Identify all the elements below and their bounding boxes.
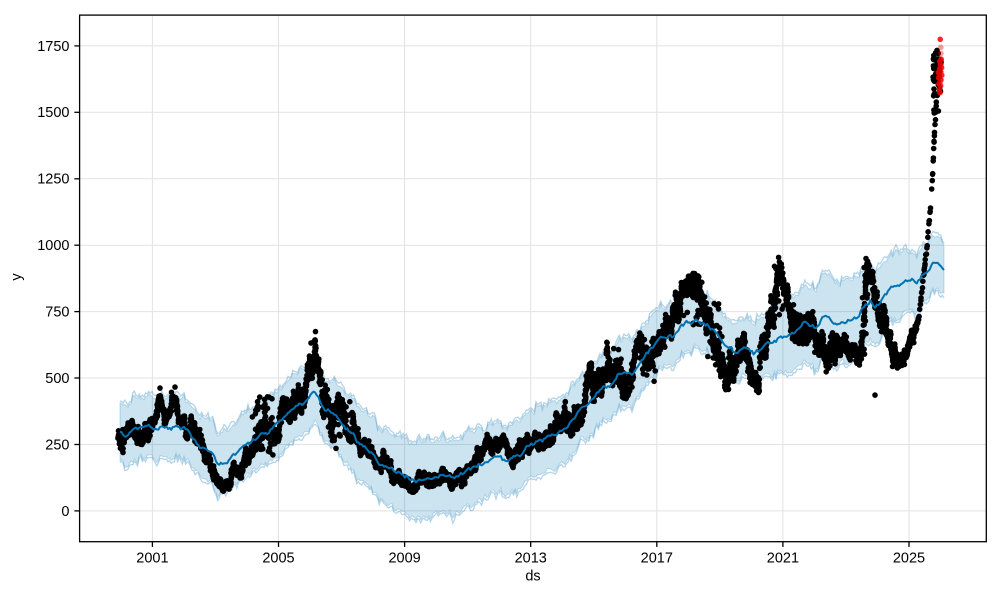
svg-text:500: 500 — [45, 371, 69, 387]
svg-text:250: 250 — [45, 437, 69, 453]
svg-text:2001: 2001 — [136, 551, 168, 567]
svg-text:2021: 2021 — [767, 551, 799, 567]
svg-text:750: 750 — [45, 305, 69, 321]
svg-text:ds: ds — [525, 569, 540, 585]
svg-text:1500: 1500 — [37, 105, 69, 121]
svg-text:0: 0 — [61, 504, 69, 520]
svg-text:2017: 2017 — [641, 551, 673, 567]
svg-text:2009: 2009 — [388, 551, 420, 567]
svg-text:2005: 2005 — [262, 551, 294, 567]
svg-text:2025: 2025 — [893, 551, 925, 567]
svg-text:2013: 2013 — [515, 551, 547, 567]
svg-text:1250: 1250 — [37, 172, 69, 188]
svg-text:1000: 1000 — [37, 238, 69, 254]
svg-text:y: y — [9, 273, 25, 281]
svg-text:1750: 1750 — [37, 39, 69, 55]
